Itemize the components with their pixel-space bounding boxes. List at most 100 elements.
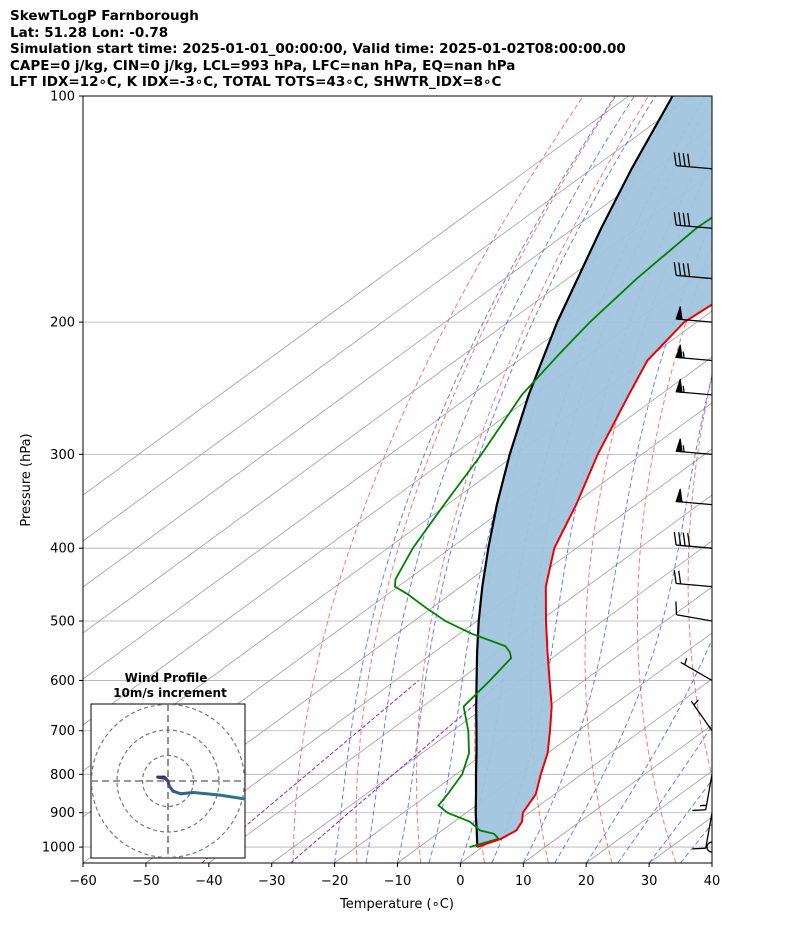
axes-layer: −60 −50 −40 −30 −20 −10 0 10 20 30 40 100 200 300 400 5… [42, 90, 720, 890]
barb-full [692, 847, 706, 850]
barb-full [675, 601, 678, 615]
barb-full [673, 152, 677, 166]
x-tick-label: −30 [258, 874, 285, 889]
hodograph-trace [217, 793, 245, 801]
isotherm [460, 678, 712, 863]
wind-barb [673, 262, 712, 280]
y-tick-label: 600 [50, 674, 75, 689]
barb-flag [675, 378, 683, 393]
title-times: Simulation start time: 2025-01-01_00:00:… [10, 41, 626, 57]
x-tick-label: 40 [704, 874, 721, 889]
title-station: SkewTLogP Farnborough [10, 8, 199, 24]
moist-adiabat [648, 779, 712, 863]
parcel-profile-line [474, 96, 674, 848]
barb-full [678, 532, 682, 546]
barb-shaft [676, 274, 712, 280]
chart-title: SkewTLogP Farnborough Lat: 51.28 Lon: -0… [10, 8, 626, 91]
barb-half [682, 385, 685, 393]
moist-adiabat [554, 373, 712, 863]
wind-barb [692, 774, 712, 812]
x-tick-label: −20 [321, 874, 348, 889]
barb-full [673, 262, 677, 276]
barb-full [678, 262, 682, 276]
barb-shaft [680, 661, 712, 682]
barb-full [673, 570, 677, 584]
wind-barb [673, 531, 712, 549]
hodograph-trace [192, 790, 221, 797]
wind-barbs [673, 78, 712, 853]
title-location: Lat: 51.28 Lon: -0.78 [10, 24, 169, 41]
wind-barb [675, 488, 712, 506]
hodograph-trace [243, 797, 245, 801]
y-tick-label: 900 [50, 806, 75, 821]
barb-shaft [676, 224, 712, 229]
x-axis-label: Temperature (∘C) [339, 897, 454, 912]
barb-shaft [705, 774, 712, 810]
x-tick-label: 30 [641, 874, 658, 889]
hodograph-trace [179, 790, 195, 796]
barb-flag [675, 438, 683, 453]
isotherm [83, 264, 712, 726]
barb-shaft [690, 700, 712, 732]
barb-flag [675, 306, 683, 321]
x-tick-label: −10 [384, 874, 411, 889]
hodograph-inset [90, 703, 308, 859]
isotherm [83, 96, 629, 496]
barb-full [687, 153, 691, 167]
wind-barb [690, 699, 712, 732]
x-tick-label: 10 [515, 874, 532, 889]
dry-adiabat [292, 96, 584, 863]
barb-full [687, 263, 691, 277]
title-indices: LFT IDX=12∘C, K IDX=-3∘C, TOTAL TOTS=43∘… [10, 74, 502, 90]
isotherm [145, 448, 712, 863]
temperature-line [476, 303, 712, 849]
barb-flag [675, 344, 683, 359]
isotherm [397, 632, 712, 863]
dry-adiabat [785, 96, 794, 863]
hodograph-trace [270, 804, 308, 812]
barb-half [693, 699, 699, 706]
dry-adiabat [416, 96, 649, 863]
wind-barb [673, 152, 712, 170]
barb-full [687, 212, 691, 227]
barb-half [684, 658, 688, 665]
hodograph-plot [91, 704, 308, 858]
title-cape: CAPE=0 j/kg, CIN=0 j/kg, LCL=993 hPa, LF… [10, 57, 516, 74]
barb-full [682, 212, 686, 226]
calm-circle [706, 841, 712, 853]
wind-barb [673, 570, 712, 588]
dry-adiabat [687, 373, 712, 778]
hodograph-title: Wind Profile [125, 671, 208, 685]
barb-full [682, 153, 686, 167]
moist-adiabat [334, 96, 616, 863]
y-tick-label: 1000 [42, 841, 75, 856]
dewpoint-line [393, 216, 712, 848]
barb-full [673, 531, 677, 546]
barb-half [682, 445, 685, 453]
hodograph-subtitle: 10m/s increment [113, 686, 227, 700]
isotherm [711, 862, 712, 863]
barb-full [682, 262, 686, 277]
y-axis-label: Pressure (hPa) [19, 433, 34, 526]
barb-shaft [676, 582, 712, 588]
barb-shaft [705, 812, 712, 849]
mixing-ratio-line [290, 680, 504, 863]
wind-barb [680, 658, 712, 682]
x-tick-label: 20 [578, 874, 595, 889]
wind-barb [675, 438, 712, 456]
wind-barb [675, 378, 712, 396]
barb-shaft [676, 614, 712, 622]
wind-barb [692, 812, 712, 850]
isotherm [83, 96, 692, 542]
barb-full [685, 78, 686, 91]
barb-full [678, 212, 682, 226]
wind-barb [675, 344, 712, 362]
barb-shaft [676, 544, 712, 549]
y-tick-label: 100 [50, 90, 75, 105]
barb-full [692, 809, 706, 812]
cin-fill [475, 96, 712, 848]
y-tick-label: 800 [50, 768, 75, 783]
x-tick-label: −50 [132, 874, 159, 889]
y-tick-label: 400 [50, 542, 75, 557]
wind-barb [675, 306, 712, 323]
